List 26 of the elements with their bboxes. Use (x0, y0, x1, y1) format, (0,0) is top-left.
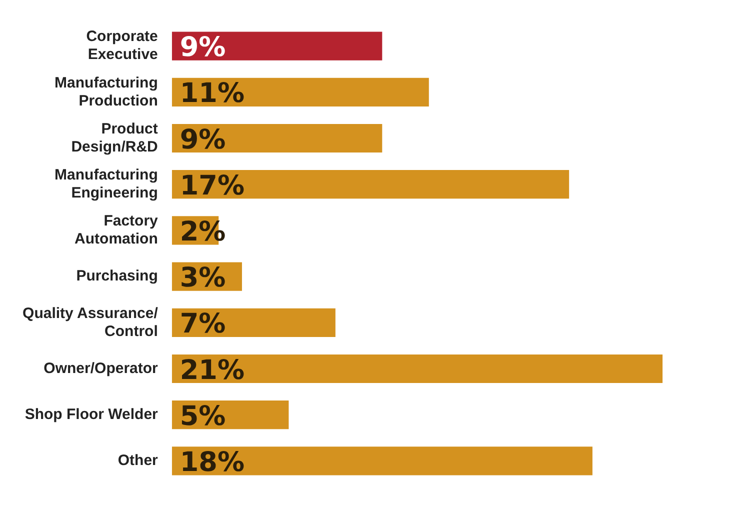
data-label: 21% (180, 354, 245, 386)
y-tick-label: Factory Automation (74, 212, 159, 248)
bar (172, 124, 382, 153)
data-label: 7% (180, 308, 226, 340)
bar (172, 32, 382, 60)
y-tick-label: Manufacturing Engineering (54, 166, 158, 202)
y-tick-label: Other (118, 452, 158, 470)
data-label: 9% (180, 32, 226, 64)
data-label: 11% (180, 78, 245, 110)
y-tick-label: Quality Assurance/ Control (22, 304, 159, 340)
bar (172, 354, 663, 384)
y-tick-label: Product Design/R&D (71, 120, 158, 156)
data-label: 9% (180, 124, 226, 156)
y-tick-label: Purchasing (76, 268, 158, 285)
data-label: 18% (180, 446, 245, 478)
y-tick-label: Corporate Executive (86, 28, 158, 64)
y-tick-label: Manufacturing Production (54, 74, 158, 110)
bar (172, 308, 336, 337)
data-label: 3% (180, 262, 226, 294)
y-tick-label: Owner/Operator (44, 360, 158, 377)
data-label: 17% (180, 170, 245, 202)
bar (172, 78, 429, 106)
bar (172, 170, 570, 199)
data-label: 5% (180, 400, 226, 432)
y-tick-label: Shop Floor Welder (24, 406, 158, 423)
bar (172, 446, 592, 476)
